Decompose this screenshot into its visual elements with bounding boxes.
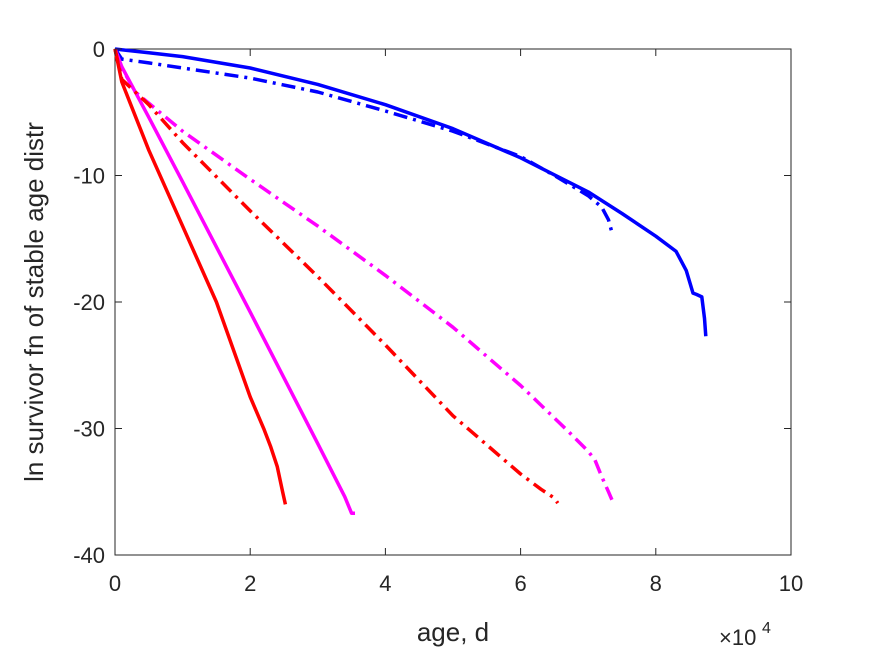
svg-text:×10: ×10: [719, 625, 756, 650]
series-line-1: [114, 47, 708, 337]
y-tick-label: -30: [73, 417, 105, 442]
y-tick-label: -20: [73, 290, 105, 315]
x-exponent-label: ×10 4: [719, 620, 771, 650]
x-tick-label: 4: [379, 571, 391, 596]
y-tick-label: -10: [73, 164, 105, 189]
y-axis-label: ln survivor fn of stable age distr: [19, 122, 49, 482]
x-tick-label: 10: [779, 571, 803, 596]
svg-text:4: 4: [762, 620, 771, 637]
series-layer: [113, 47, 708, 516]
y-tick-label: 0: [93, 37, 105, 62]
y-tick-label: -40: [73, 543, 105, 568]
x-tick-label: 2: [244, 571, 256, 596]
x-tick-label: 8: [650, 571, 662, 596]
x-tick-label: 6: [514, 571, 526, 596]
series-line-6: [113, 48, 560, 505]
x-axis-label: age, d: [417, 617, 489, 647]
plot-area: [114, 48, 792, 556]
tick-layer: 0 2 4 6 8 10 0 -10 -20 -30 -40: [73, 37, 803, 596]
x-tick-label: 0: [109, 571, 121, 596]
